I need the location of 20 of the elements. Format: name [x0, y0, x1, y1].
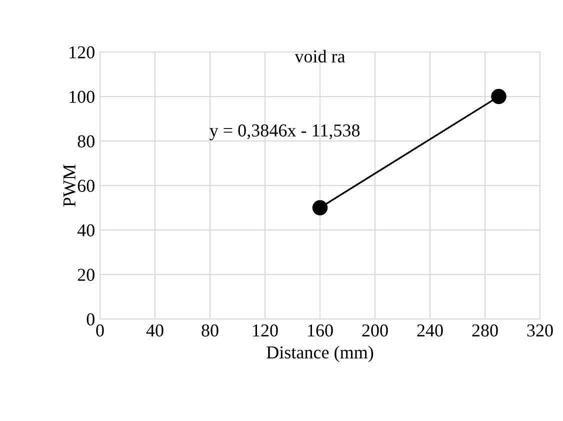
y-axis-title: PWM	[64, 164, 76, 207]
x-tick-label: 200	[362, 324, 388, 337]
x-tick-label: 240	[417, 324, 443, 337]
x-axis-title: Distance (mm)	[266, 346, 374, 362]
x-tick-label: 280	[472, 324, 498, 337]
y-tick-label: 20	[78, 268, 94, 281]
x-tick-label: 120	[253, 324, 278, 337]
y-tick-label: 80	[78, 135, 94, 148]
x-tick-label: 0	[96, 324, 104, 337]
x-tick-label: 320	[527, 324, 553, 337]
x-tick-label: 160	[308, 324, 333, 337]
y-tick-label: 0	[86, 313, 94, 326]
y-tick-label: 40	[77, 224, 94, 236]
x-tick-label: 80	[202, 324, 218, 337]
chart-title: void ra	[294, 50, 346, 63]
y-tick-label: 100	[70, 90, 94, 103]
annotation: y = 0,3846x - 11,538	[210, 124, 360, 140]
x-tick-label: 40	[146, 324, 164, 337]
y-tick-label: 60	[78, 180, 94, 192]
y-tick-label: 120	[70, 46, 94, 58]
